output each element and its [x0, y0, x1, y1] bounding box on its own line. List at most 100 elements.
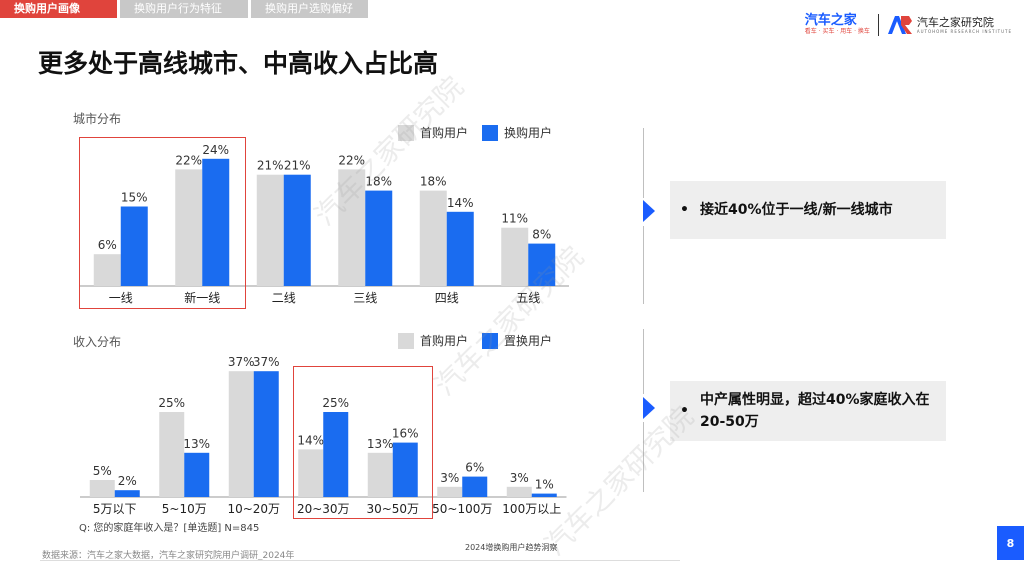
data-label-replace-5: 8%: [532, 228, 551, 242]
bar-first-buy-5: [501, 227, 529, 286]
bar-first-buy-4: [367, 452, 393, 497]
callout-income: • 中产属性明显，超过40%家庭收入在20-50万: [670, 381, 946, 441]
bar-replace-2: [283, 174, 311, 286]
report-name: 2024增换购用户趋势洞察: [465, 543, 558, 552]
category-label-2: 二线: [272, 291, 296, 305]
bar-first-buy-1: [159, 412, 185, 497]
category-label-2: 10~20万: [227, 502, 280, 516]
category-label-1: 5~10万: [162, 502, 207, 516]
tab-user-behavior[interactable]: 换购用户行为特征: [120, 0, 248, 18]
bar-first-buy-4: [419, 190, 447, 286]
category-label-5: 五线: [516, 291, 540, 305]
category-label-3: 三线: [353, 291, 377, 305]
category-label-5: 50~100万: [432, 502, 492, 516]
bar-first-buy-5: [437, 486, 463, 497]
legend-swatch-replace: [482, 124, 499, 141]
bar-replace-3: [365, 190, 393, 286]
legend-label-first-buy: 首购用户: [420, 126, 469, 140]
data-label-replace-1: 13%: [183, 437, 210, 451]
bar-first-buy-3: [298, 449, 324, 497]
legend-swatch-replace-2: [482, 332, 499, 349]
data-label-replace-4: 14%: [447, 196, 474, 210]
data-label-replace-4: 16%: [392, 427, 419, 441]
data-label-replace-3: 25%: [322, 396, 349, 410]
bar-replace-0: [114, 490, 140, 497]
callout-text-income: 中产属性明显，超过40%家庭收入在20-50万: [700, 392, 930, 430]
data-label-first-buy-1: 22%: [175, 153, 202, 167]
logo-divider: [877, 14, 879, 36]
data-label-first-buy-0: 5%: [93, 464, 112, 478]
bar-replace-3: [323, 412, 349, 497]
data-label-first-buy-3: 22%: [338, 153, 365, 167]
page-number: 8: [997, 526, 1024, 560]
data-label-first-buy-2: 21%: [257, 159, 284, 173]
legend-item-first-buy-2: 首购用户: [398, 332, 468, 349]
divider-line-top-1: [643, 128, 644, 198]
data-source: 数据来源：汽车之家大数据，汽车之家研究院用户调研_2024年: [42, 551, 295, 561]
legend-item-first-buy: 首购用户: [398, 124, 468, 141]
category-label-4: 30~50万: [366, 502, 419, 516]
page-title: 更多处于高线城市、中高收入占比高: [38, 49, 439, 78]
legend-label-replace: 换购用户: [504, 126, 553, 140]
data-label-replace-5: 6%: [465, 461, 484, 475]
data-label-first-buy-2: 37%: [228, 355, 255, 369]
data-label-first-buy-5: 3%: [440, 471, 459, 485]
divider-line-bottom-1: [643, 329, 644, 394]
bar-replace-4: [392, 442, 418, 497]
callout-city: • 接近40%位于一线/新一线城市: [670, 181, 946, 239]
data-label-first-buy-3: 14%: [297, 433, 324, 447]
bar-replace-2: [253, 371, 279, 497]
logo-area: 汽车之家 看车 · 买车 · 用车 · 换车 汽车之家研究院 AUTOHOME …: [805, 10, 1012, 40]
divider-line-bottom-2: [643, 422, 644, 492]
data-label-first-buy-5: 11%: [501, 212, 528, 226]
section-tabs: 换购用户画像 换购用户行为特征 换购用户选购偏好: [0, 0, 371, 18]
legend-swatch-first-buy-2: [398, 332, 414, 349]
legend-item-replace-2: 置换用户: [482, 332, 552, 349]
income-chart-title: 收入分布: [73, 335, 122, 349]
callout-text-city: 接近40%位于一线/新一线城市: [700, 202, 893, 218]
bar-replace-1: [184, 452, 210, 497]
city-chart-title: 城市分布: [73, 112, 122, 126]
bar-first-buy-0: [93, 254, 121, 286]
bar-first-buy-3: [338, 169, 366, 286]
data-label-replace-3: 18%: [365, 175, 392, 189]
bar-replace-1: [202, 158, 230, 286]
institute-logo: 汽车之家研究院 AUTOHOME RESEARCH INSTITUTE: [917, 16, 1012, 35]
bar-first-buy-6: [506, 486, 532, 497]
data-label-replace-6: 1%: [535, 478, 554, 492]
bar-first-buy-0: [89, 480, 115, 497]
income-distribution-chart: 5% 2% 5万以下 25% 13% 5~10万 37%37% 10~20万 14% 25% 20~…: [80, 355, 567, 516]
footer-divider: [40, 560, 680, 561]
income-chart-legend: 首购用户 置换用户: [398, 332, 566, 349]
survey-question: Q: 您的家庭年收入是？[单选题] N=845: [79, 523, 260, 534]
data-label-first-buy-4: 13%: [367, 437, 394, 451]
category-label-4: 四线: [435, 291, 459, 305]
legend-label-first-buy-2: 首购用户: [420, 334, 469, 348]
data-label-first-buy-4: 18%: [420, 175, 447, 189]
data-label-first-buy-0: 6%: [98, 238, 117, 252]
ar-logo-icon: [887, 16, 912, 34]
bar-first-buy-2: [228, 371, 254, 497]
callout-arrow-1: [643, 200, 655, 222]
bar-first-buy-1: [175, 169, 203, 286]
bar-replace-4: [446, 211, 474, 286]
bar-first-buy-2: [256, 174, 284, 286]
category-label-0: 一线: [109, 291, 133, 305]
legend-item-replace: 换购用户: [482, 124, 552, 141]
callout-arrow-2: [643, 397, 655, 419]
tab-user-profile[interactable]: 换购用户画像: [0, 0, 117, 18]
city-highlight-box: [79, 137, 246, 309]
tab-user-preference[interactable]: 换购用户选购偏好: [251, 0, 368, 18]
callout-bullet-1: •: [680, 202, 689, 218]
category-label-6: 100万以上: [502, 502, 561, 516]
institute-en-name: AUTOHOME RESEARCH INSTITUTE: [916, 28, 1012, 34]
category-label-0: 5万以下: [93, 502, 137, 516]
callout-bullet-2: •: [680, 403, 689, 419]
data-label-replace-2: 21%: [284, 159, 311, 173]
category-label-1: 新一线: [184, 290, 220, 305]
city-chart-legend: 首购用户 换购用户: [398, 124, 566, 141]
bar-replace-0: [120, 206, 148, 286]
autohome-logo: 汽车之家 看车 · 买车 · 用车 · 换车: [805, 14, 870, 36]
